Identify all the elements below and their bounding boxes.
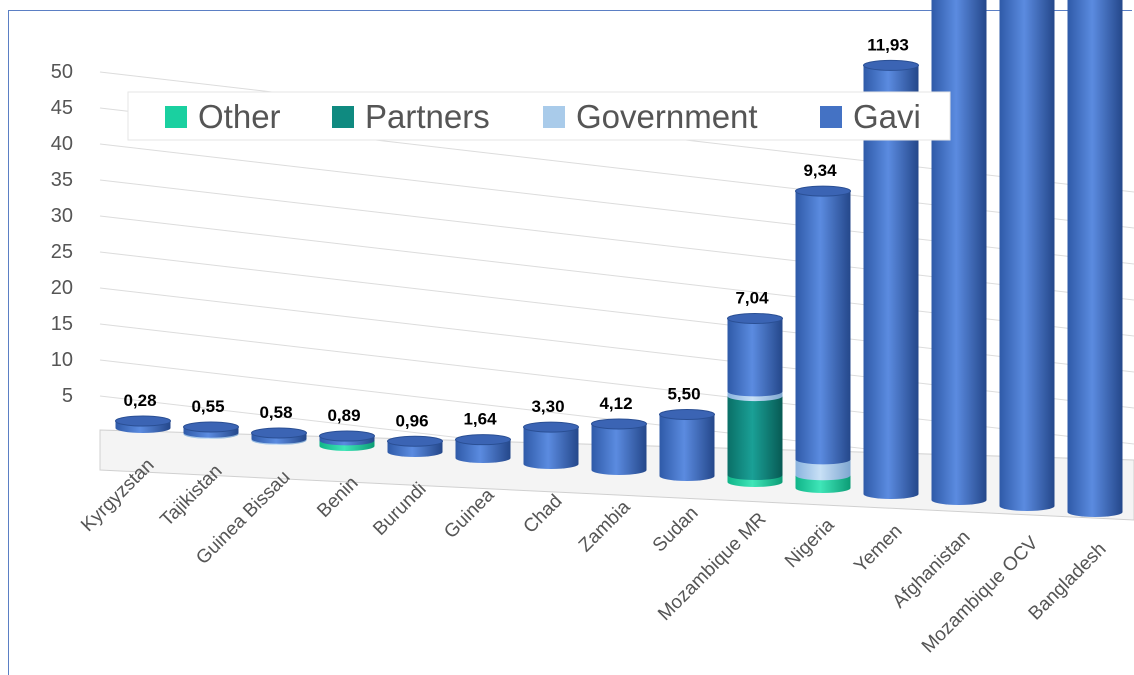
category-label: Chad — [520, 491, 567, 538]
bar-cap — [183, 421, 239, 433]
y-tick-label: 40 — [51, 133, 73, 155]
bar-segment-gavi — [795, 191, 851, 465]
y-tick-label: 45 — [51, 97, 73, 119]
y-tick-label: 25 — [51, 241, 73, 263]
data-label: 9,34 — [803, 161, 837, 180]
bar-segment-government — [795, 459, 851, 481]
bar-segment-partners — [727, 396, 783, 481]
legend-swatch-partners — [332, 106, 354, 128]
data-label: 1,64 — [463, 410, 497, 429]
bar-segment-gavi — [931, 0, 987, 505]
data-label: 5,50 — [667, 385, 700, 404]
category-label: Zambia — [575, 496, 635, 556]
legend: Other Partners Government Gavi — [127, 91, 951, 141]
bar-segment-gavi — [999, 0, 1055, 511]
bar-segment-other — [795, 475, 851, 493]
bar-segment-gavi — [727, 318, 783, 397]
y-tick-label: 10 — [51, 349, 73, 371]
bar-cap — [659, 409, 715, 421]
legend-swatch-gavi — [820, 106, 842, 128]
data-label: 0,89 — [327, 406, 360, 425]
bar-cap — [863, 59, 919, 71]
legend-box — [127, 91, 951, 141]
bar-cap — [523, 421, 579, 433]
legend-swatch-other — [165, 106, 187, 128]
bar-segment-gavi — [863, 65, 919, 499]
data-label: 0,58 — [259, 403, 292, 422]
legend-swatch-government — [543, 106, 565, 128]
bar-segment-gavi — [591, 423, 647, 475]
y-axis: 50 45 40 35 30 25 20 15 10 5 — [51, 61, 73, 407]
data-label: 4,12 — [599, 394, 632, 413]
legend-label-other: Other — [198, 98, 281, 135]
y-tick-label: 15 — [51, 313, 73, 335]
y-tick-label: 30 — [51, 205, 73, 227]
bar-cap — [115, 415, 171, 427]
data-label: 7,04 — [735, 289, 769, 308]
bar-cap — [795, 185, 851, 197]
category-label: Guinea — [440, 484, 498, 542]
data-label: 3,30 — [531, 397, 564, 416]
bar-cap — [727, 313, 783, 325]
data-label: 11,93 — [867, 35, 909, 54]
bar-cap — [251, 427, 307, 439]
legend-label-gavi: Gavi — [853, 98, 921, 135]
bar-cap — [319, 430, 375, 442]
bars — [115, 0, 1123, 517]
data-label: 0,28 — [123, 391, 156, 410]
bar-cap — [387, 435, 443, 447]
bar-segment-gavi — [455, 439, 511, 463]
data-label: 0,55 — [191, 397, 224, 416]
y-tick-label: 35 — [51, 169, 73, 191]
bar-segment-gavi — [1067, 0, 1123, 517]
legend-label-partners: Partners — [365, 98, 490, 135]
data-label: 0,96 — [395, 411, 428, 430]
category-label: Nigeria — [781, 514, 839, 572]
y-tick-label: 5 — [62, 385, 73, 407]
category-label: Burundi — [369, 479, 430, 540]
y-tick-label: 50 — [51, 61, 73, 83]
bar-segment-gavi — [659, 414, 715, 482]
bar-cap — [455, 434, 511, 446]
chart-frame — [8, 10, 1132, 675]
legend-label-government: Government — [576, 98, 758, 135]
category-label: Yemen — [850, 521, 906, 577]
category-label: Sudan — [649, 503, 703, 557]
data-labels: 0,28 0,55 0,58 0,89 0,96 1,64 3,30 4,12 5,50 7,04… — [123, 35, 909, 430]
bar-cap — [591, 418, 647, 430]
y-tick-label: 20 — [51, 277, 73, 299]
bar-segment-gavi — [523, 427, 579, 469]
